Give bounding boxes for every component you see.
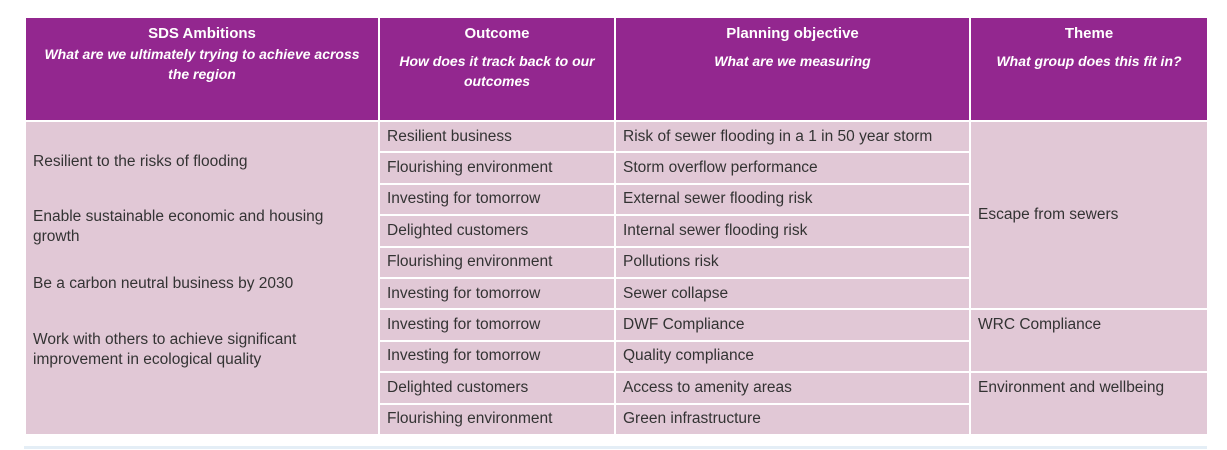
header-subtitle: What group does this fit in?	[996, 53, 1182, 69]
objective-cell: Sewer collapse	[614, 276, 971, 311]
objective-cell: Internal sewer flooding risk	[614, 214, 971, 248]
outcome-cell: Flourishing environment	[378, 402, 616, 436]
header-sds-ambitions: SDS Ambitions What are we ultimately try…	[24, 16, 380, 122]
outcome-cell: Investing for tomorrow	[378, 182, 616, 217]
outcome-cell: Investing for tomorrow	[378, 308, 616, 342]
outcome-cell: Investing for tomorrow	[378, 339, 616, 374]
header-title: Planning objective	[726, 25, 859, 42]
ambition-item: Enable sustainable economic and housing …	[33, 208, 324, 245]
outcome-cell: Delighted customers	[378, 214, 616, 248]
header-row: SDS Ambitions What are we ultimately try…	[24, 16, 1209, 122]
header-outcome: Outcome How does it track back to our ou…	[378, 16, 616, 122]
header-subtitle: What are we measuring	[714, 53, 871, 69]
outcome-cell: Flourishing environment	[378, 151, 616, 185]
outcome-cell: Investing for tomorrow	[378, 276, 616, 311]
ambition-item: Be a carbon neutral business by 2030	[33, 275, 294, 292]
objective-cell: Green infrastructure	[614, 402, 971, 436]
header-title: Theme	[1064, 25, 1114, 42]
table-row: Delighted customers Internal sewer flood…	[25, 214, 1208, 248]
table-row: Investing for tomorrow Sewer collapse	[25, 276, 1208, 311]
theme-cell: Escape from sewers	[969, 119, 1209, 311]
table-row: Investing for tomorrow External sewer fl…	[25, 182, 1208, 217]
bottom-divider	[24, 446, 1207, 449]
header-planning-objective: Planning objective What are we measuring	[614, 16, 971, 122]
objective-cell: Quality compliance	[614, 339, 971, 374]
objective-cell: Storm overflow performance	[614, 151, 971, 185]
table-row: Delighted customers Access to amenity ar…	[25, 371, 1209, 436]
objective-cell: Risk of sewer flooding in a 1 in 50 year…	[614, 119, 971, 154]
objective-cell: Access to amenity areas	[614, 371, 971, 405]
table-row: Flourishing environment Storm overflow p…	[25, 151, 1208, 185]
outcome-cell: Delighted customers	[378, 371, 616, 405]
table-row: Resilient to the risks of flooding Enabl…	[24, 119, 1209, 436]
objective-cell: DWF Compliance	[614, 308, 971, 342]
header-title: SDS Ambitions	[148, 25, 256, 42]
header-subtitle: What are we ultimately trying to achieve…	[44, 46, 360, 82]
objective-cell: Pollutions risk	[614, 245, 971, 279]
header-theme: Theme What group does this fit in?	[969, 16, 1209, 122]
theme-cell: WRC Compliance	[969, 308, 1209, 374]
table-row: Flourishing environment Pollutions risk	[25, 245, 1208, 279]
ambition-item: Resilient to the risks of flooding	[33, 153, 248, 170]
table-row: Investing for tomorrow Quality complianc…	[25, 339, 1208, 374]
header-subtitle: How does it track back to our outcomes	[399, 53, 595, 89]
ambitions-cell: Resilient to the risks of flooding Enabl…	[24, 120, 380, 436]
theme-cell: Environment and wellbeing	[969, 371, 1209, 436]
header-title: Outcome	[464, 25, 530, 42]
sds-ambitions-table: SDS Ambitions What are we ultimately try…	[24, 16, 1209, 436]
outcome-cell: Flourishing environment	[378, 245, 616, 279]
objective-cell: External sewer flooding risk	[614, 182, 971, 217]
table-row: Investing for tomorrow DWF Compliance WR…	[25, 308, 1209, 374]
table-row: Flourishing environment Green infrastruc…	[25, 402, 1208, 436]
outcome-cell: Resilient business	[378, 119, 616, 154]
ambition-item: Work with others to achieve significant …	[33, 331, 297, 368]
